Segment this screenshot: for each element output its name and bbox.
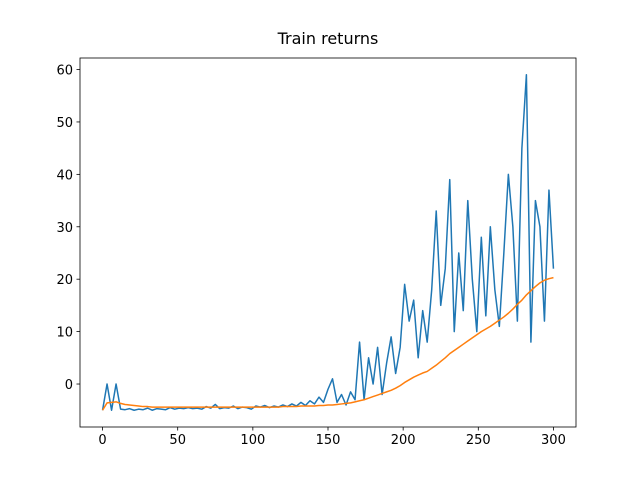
data-line [101, 276, 554, 411]
x-tick-label: 100 [240, 433, 265, 448]
y-tick-label: 0 [65, 378, 73, 393]
x-tick-label: 150 [316, 433, 341, 448]
x-tick-label: 0 [98, 433, 106, 448]
x-tick-label: 200 [391, 433, 416, 448]
y-tick-label: 40 [56, 168, 73, 183]
x-tick-label: 250 [466, 433, 491, 448]
x-tick-label: 300 [541, 433, 566, 448]
plot-frame [79, 57, 577, 428]
y-tick-label: 30 [56, 221, 73, 236]
y-tick-label: 10 [56, 326, 73, 341]
data-line [101, 74, 555, 411]
chart-title: Train returns [277, 29, 379, 48]
y-tick-label: 60 [56, 64, 73, 79]
y-tick-label: 50 [56, 116, 73, 131]
x-tick-label: 50 [169, 433, 186, 448]
y-tick-label: 20 [56, 273, 73, 288]
